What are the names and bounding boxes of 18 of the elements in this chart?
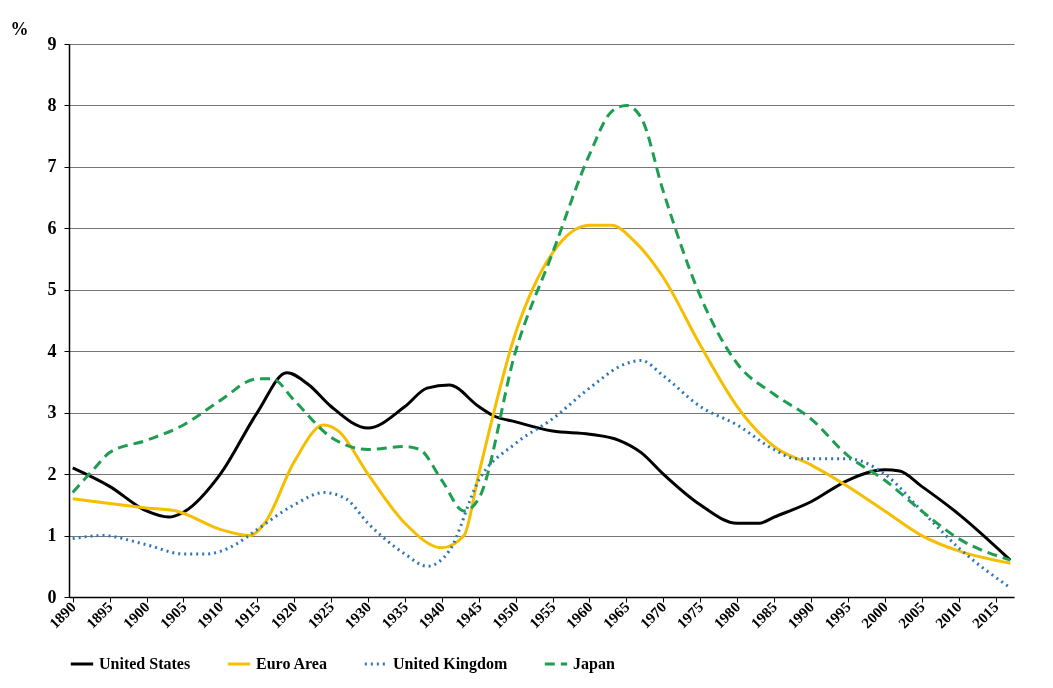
y-tick-label: 7 [47,156,57,177]
line-series [71,103,1012,562]
line-series [71,223,1012,565]
y-tick-label: 6 [47,217,57,238]
line-series [71,371,1012,562]
y-tick-label: 0 [47,586,57,607]
y-tick-label: 5 [47,279,57,300]
legend-label: Euro Area [256,655,327,672]
y-tick-label: 2 [47,463,57,484]
y-axis-title: % [10,18,29,39]
legend-label: United Kingdom [393,655,508,673]
legend-label: Japan [573,655,615,673]
legend-label: United States [99,655,191,672]
y-tick-label: 1 [47,525,57,546]
y-tick-label: 4 [47,340,57,361]
y-tick-label: 9 [47,33,57,54]
y-tick-label: 8 [47,94,57,115]
y-tick-label: 3 [47,402,57,423]
